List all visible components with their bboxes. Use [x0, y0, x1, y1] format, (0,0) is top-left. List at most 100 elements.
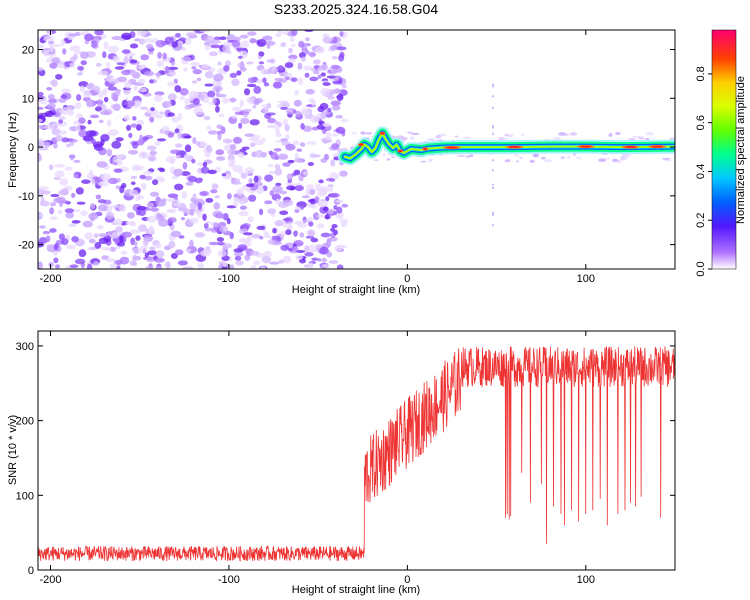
noise-blob: [76, 201, 86, 205]
noise-blob: [304, 30, 314, 33]
noise-blob: [291, 30, 298, 37]
noise-blob: [169, 72, 177, 76]
noise-blob: [302, 219, 309, 223]
colorbar-gradient: [711, 29, 737, 270]
noise-blob: [67, 108, 75, 116]
noise-blob: [158, 218, 169, 227]
noise-blob: [269, 58, 276, 64]
noise-blob: [248, 194, 257, 202]
noise-blob: [325, 196, 330, 202]
noise-blob: [124, 81, 132, 89]
noise-blob: [111, 231, 119, 239]
noise-blob: [332, 80, 343, 85]
noise-blob: [107, 86, 118, 91]
noise-blob: [320, 64, 329, 72]
noise-blob: [340, 221, 348, 228]
noise-blob: [80, 60, 87, 66]
noise-blob: [142, 239, 149, 246]
noise-blob: [285, 143, 296, 151]
noise-blob: [222, 261, 227, 268]
noise-blob: [253, 99, 261, 106]
spectrogram-xtick-label: -100: [218, 273, 240, 285]
noise-blob: [196, 112, 205, 116]
noise-blob: [257, 56, 262, 60]
noise-blob: [295, 110, 302, 118]
noise-blob: [307, 162, 314, 167]
noise-blob: [106, 148, 113, 157]
noise-blob: [200, 166, 210, 174]
noise-blob: [191, 158, 196, 164]
noise-blob: [211, 183, 219, 190]
noise-blob: [333, 76, 339, 82]
noise-blob: [115, 137, 124, 142]
faint-blob: [520, 133, 525, 136]
noise-blob: [154, 257, 165, 263]
noise-blob: [136, 30, 147, 37]
snr-ytick-label: 100: [16, 490, 34, 502]
noise-blob: [135, 165, 145, 171]
noise-blob: [330, 100, 341, 106]
noise-blob: [159, 168, 166, 173]
noise-blob: [320, 158, 327, 163]
noise-blob: [192, 193, 197, 201]
noise-blob: [90, 202, 96, 210]
noise-blob: [206, 125, 212, 131]
noise-blob: [335, 46, 347, 51]
noise-blob: [226, 34, 236, 42]
noise-blob: [153, 94, 163, 102]
noise-blob: [308, 188, 316, 195]
noise-blob: [326, 132, 331, 139]
noise-blob: [331, 105, 341, 111]
noise-blob: [274, 219, 284, 227]
noise-blob: [299, 205, 305, 211]
noise-blob: [74, 31, 81, 36]
noise-blob: [258, 61, 265, 65]
noise-blob: [162, 52, 167, 60]
noise-blob: [98, 119, 104, 123]
noise-blob: [181, 217, 186, 221]
noise-blob: [330, 192, 340, 198]
noise-blob: [274, 164, 281, 169]
noise-blob: [298, 77, 303, 86]
noise-blob: [100, 134, 110, 142]
noise-blob: [58, 98, 67, 103]
noise-blob: [274, 168, 283, 176]
snr-ylabel: SNR (10 * v/v): [7, 415, 19, 485]
faint-blob: [532, 153, 540, 158]
noise-blob: [299, 232, 305, 238]
noise-blob: [293, 230, 298, 237]
noise-blob: [102, 88, 108, 96]
noise-blob: [155, 72, 162, 77]
faint-blob: [391, 155, 396, 159]
noise-blob: [233, 199, 239, 207]
noise-blob: [286, 173, 293, 181]
noise-blob: [254, 150, 264, 158]
noise-blob: [143, 38, 154, 44]
noise-blob: [333, 204, 338, 210]
noise-blob: [215, 87, 220, 96]
noise-blob: [322, 139, 333, 143]
noise-blob: [294, 220, 303, 225]
faint-blob: [553, 136, 562, 140]
noise-blob: [241, 146, 250, 150]
noise-blob: [105, 211, 115, 220]
faint-blob: [386, 158, 391, 161]
noise-blob: [164, 65, 170, 74]
noise-blob: [92, 261, 100, 266]
noise-blob: [307, 244, 318, 253]
noise-blob: [89, 114, 100, 119]
noise-blob: [150, 107, 155, 112]
noise-blob: [284, 62, 294, 69]
noise-blob: [212, 97, 217, 104]
noise-blob: [97, 99, 103, 107]
noise-blob: [185, 248, 192, 253]
noise-blob: [167, 81, 177, 87]
noise-blob: [322, 82, 331, 86]
noise-blob: [296, 249, 306, 253]
noise-blob: [239, 205, 247, 210]
spectrogram-xtick-label: -200: [39, 273, 61, 285]
noise-blob: [53, 142, 58, 149]
noise-blob: [317, 258, 322, 262]
noise-blob: [289, 37, 295, 43]
noise-blob: [215, 166, 222, 172]
